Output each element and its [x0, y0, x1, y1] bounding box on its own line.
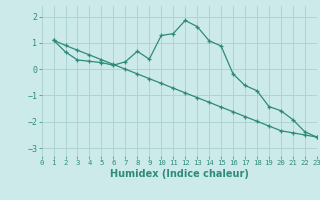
X-axis label: Humidex (Indice chaleur): Humidex (Indice chaleur): [110, 169, 249, 179]
